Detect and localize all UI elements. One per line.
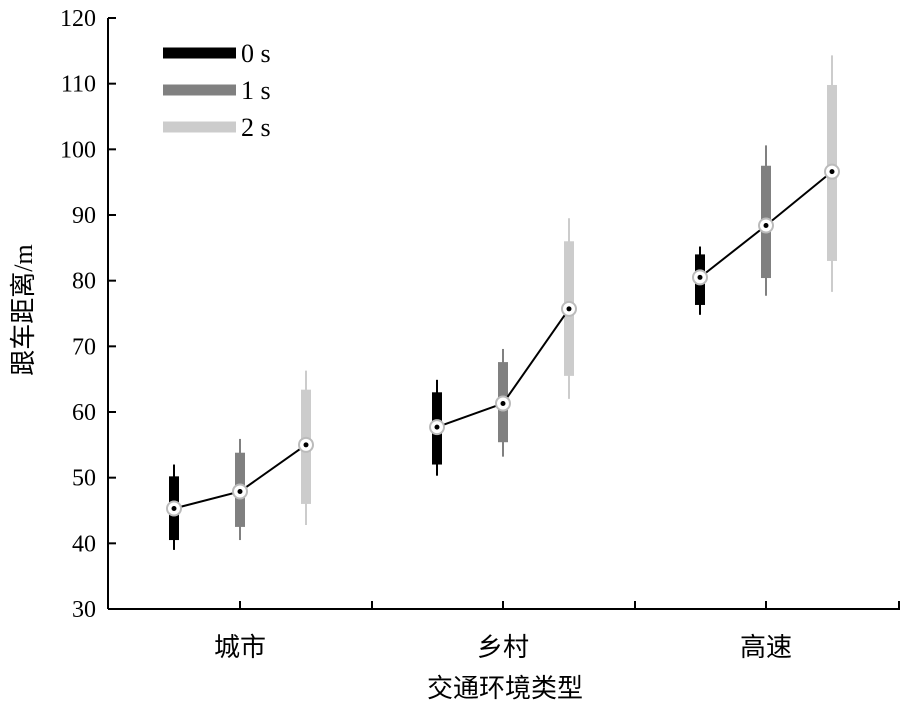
y-tick-label: 70 (72, 334, 96, 360)
x-category-label: 乡村 (477, 633, 529, 662)
mean-line (166, 163, 840, 517)
y-tick-label: 50 (72, 466, 96, 492)
y-tick-label: 30 (72, 597, 96, 623)
mean-point (500, 400, 506, 406)
x-axis-title: 交通环境类型 (427, 674, 583, 702)
legend-label: 0 s (241, 39, 271, 68)
x-category-label: 城市 (214, 633, 266, 662)
y-tick-label: 110 (61, 72, 96, 98)
mean-point (303, 442, 309, 448)
mean-point (566, 306, 572, 312)
x-category-label: 高速 (740, 633, 792, 662)
mean-point (171, 506, 177, 512)
y-tick-label: 100 (60, 137, 96, 163)
axes: 30 40 50 60 70 80 90 100 110 120 城市 乡村 高速 (60, 6, 900, 662)
y-tick-label: 120 (60, 6, 96, 32)
legend: 0 s 1 s 2 s (163, 39, 271, 142)
y-tick-label: 60 (72, 400, 96, 426)
mean-point (763, 223, 769, 229)
y-tick-label: 80 (72, 269, 96, 295)
y-axis-title: 跟车距离/m (9, 244, 38, 375)
legend-label: 1 s (241, 76, 271, 105)
legend-label: 2 s (241, 113, 271, 142)
y-tick-label: 90 (72, 203, 96, 229)
y-tick-label: 40 (72, 531, 96, 557)
mean-point (829, 169, 835, 175)
mean-point (434, 424, 440, 430)
mean-point (237, 488, 243, 494)
mean-point (697, 274, 703, 280)
